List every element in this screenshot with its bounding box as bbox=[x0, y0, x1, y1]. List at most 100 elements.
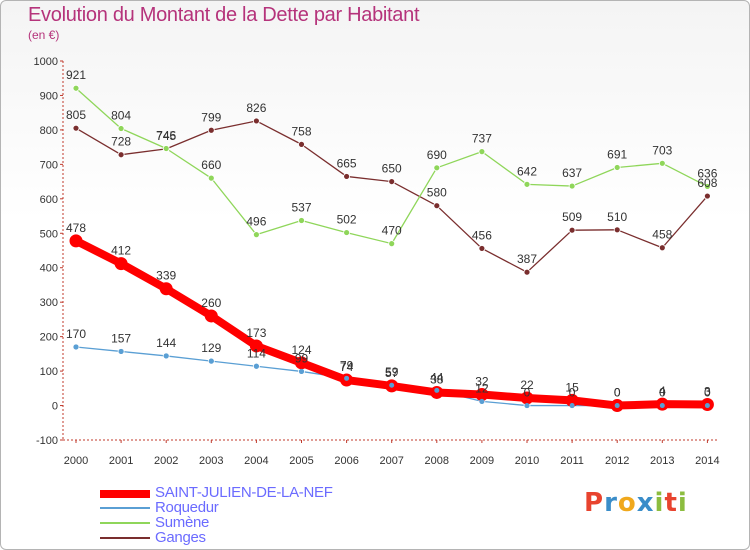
x-tick-label: 2011 bbox=[560, 455, 584, 467]
chart-subtitle: (en €) bbox=[28, 28, 60, 42]
data-label-roquedur: 0 bbox=[614, 386, 621, 400]
x-tick-label: 2000 bbox=[64, 455, 88, 467]
data-point-ganges bbox=[568, 226, 576, 234]
data-point-ganges bbox=[207, 126, 215, 134]
series-points bbox=[69, 84, 714, 413]
chart-axes: -100010020030040050060070080090010002000… bbox=[34, 56, 720, 467]
data-point-roquedur-overlay bbox=[704, 403, 710, 409]
legend-label-roquedur: Roquedur bbox=[155, 499, 219, 516]
data-label-saint-julien-de-la-nef: 74 bbox=[340, 360, 354, 374]
data-label-roquedur: 0 bbox=[569, 386, 576, 400]
data-point-sum-ne bbox=[298, 217, 305, 224]
logo-letter: t bbox=[664, 488, 678, 518]
data-label-saint-julien-de-la-nef: 478 bbox=[66, 221, 86, 235]
data-point-ganges bbox=[613, 226, 621, 234]
legend-label-ganges: Ganges bbox=[155, 529, 206, 546]
data-label-sum-ne: 737 bbox=[472, 132, 492, 146]
y-tick-label: 0 bbox=[52, 401, 58, 413]
data-point-saint-julien-de-la-nef bbox=[69, 234, 83, 248]
data-point-ganges bbox=[388, 178, 396, 185]
x-tick-label: 2003 bbox=[199, 455, 223, 467]
data-label-saint-julien-de-la-nef: 339 bbox=[156, 269, 176, 283]
data-point-sum-ne bbox=[388, 240, 396, 248]
x-tick-label: 2004 bbox=[244, 455, 268, 467]
data-point-ganges bbox=[343, 173, 351, 180]
x-tick-label: 2008 bbox=[425, 455, 449, 467]
data-label-ganges: 510 bbox=[607, 210, 627, 224]
data-point-saint-julien-de-la-nef bbox=[114, 257, 128, 271]
x-tick-label: 2001 bbox=[109, 455, 133, 467]
data-point-roquedur-overlay bbox=[479, 398, 485, 404]
x-tick-label: 2007 bbox=[379, 455, 403, 467]
data-label-ganges: 458 bbox=[652, 228, 672, 242]
data-point-ganges bbox=[704, 192, 711, 200]
data-point-ganges bbox=[523, 268, 531, 276]
data-label-saint-julien-de-la-nef: 260 bbox=[201, 296, 221, 310]
logo-letter: i bbox=[677, 488, 688, 518]
y-tick-label: 800 bbox=[40, 125, 58, 137]
chart-title: Evolution du Montant de la Dette par Hab… bbox=[28, 4, 420, 26]
data-point-sum-ne bbox=[162, 145, 170, 152]
data-point-roquedur-overlay bbox=[569, 403, 575, 409]
data-label-roquedur: 59 bbox=[385, 365, 399, 379]
data-label-ganges: 580 bbox=[427, 186, 447, 200]
data-label-ganges: 509 bbox=[562, 210, 582, 224]
logo-letter: r bbox=[604, 488, 618, 518]
data-label-ganges: 805 bbox=[66, 108, 86, 122]
data-point-ganges bbox=[252, 117, 260, 125]
x-tick-label: 2013 bbox=[650, 455, 674, 467]
data-label-saint-julien-de-la-nef: 15 bbox=[565, 380, 579, 394]
data-label-sum-ne: 746 bbox=[156, 129, 176, 143]
legend-swatch-sumene bbox=[100, 522, 150, 524]
data-point-roquedur-overlay bbox=[299, 368, 304, 374]
data-point-sum-ne bbox=[478, 148, 486, 156]
series-line-ganges bbox=[75, 120, 709, 273]
data-label-sum-ne: 470 bbox=[382, 224, 402, 238]
data-point-sum-ne bbox=[117, 125, 125, 132]
y-tick-label: 600 bbox=[40, 194, 58, 206]
y-tick-label: 200 bbox=[40, 332, 58, 344]
legend-item-sumene: Sumène bbox=[100, 514, 400, 532]
x-tick-label: 2010 bbox=[515, 455, 539, 467]
logo-letter: i bbox=[654, 488, 665, 518]
data-point-sum-ne bbox=[207, 174, 215, 182]
logo-letter: x bbox=[636, 488, 655, 518]
logo-letter: P bbox=[584, 488, 605, 518]
x-tick-label: 2005 bbox=[289, 455, 313, 467]
data-label-roquedur: 144 bbox=[156, 336, 176, 350]
proxiti-logo: Proxiti bbox=[584, 488, 688, 518]
data-label-ganges: 650 bbox=[382, 162, 402, 176]
data-label-saint-julien-de-la-nef: 38 bbox=[430, 372, 444, 386]
data-point-sum-ne bbox=[704, 183, 711, 190]
data-point-roquedur-overlay bbox=[163, 353, 169, 359]
data-label-saint-julien-de-la-nef: 173 bbox=[246, 326, 266, 340]
data-label-roquedur: 0 bbox=[659, 386, 666, 400]
x-tick-label: 2012 bbox=[605, 455, 629, 467]
y-tick-label: 900 bbox=[40, 90, 58, 102]
data-label-roquedur: 170 bbox=[66, 327, 86, 341]
data-label-ganges: 608 bbox=[697, 176, 717, 190]
data-label-roquedur: 44 bbox=[430, 370, 444, 384]
y-tick-label: 700 bbox=[40, 159, 58, 171]
data-label-roquedur: 79 bbox=[340, 358, 354, 372]
data-point-sum-ne bbox=[343, 229, 351, 236]
data-label-sum-ne: 703 bbox=[652, 143, 672, 157]
data-point-ganges bbox=[298, 140, 305, 148]
data-label-ganges: 456 bbox=[472, 228, 492, 242]
data-label-saint-julien-de-la-nef: 57 bbox=[385, 366, 399, 380]
data-label-sum-ne: 642 bbox=[517, 164, 537, 178]
data-point-sum-ne bbox=[72, 84, 80, 92]
data-label-ganges: 745 bbox=[156, 129, 176, 143]
data-label-ganges: 826 bbox=[246, 101, 266, 115]
data-point-sum-ne bbox=[433, 164, 441, 172]
data-point-ganges bbox=[478, 245, 486, 252]
data-label-roquedur: 114 bbox=[247, 346, 266, 360]
data-point-roquedur-overlay bbox=[389, 382, 395, 388]
y-tick-label: 1000 bbox=[34, 56, 58, 68]
data-point-sum-ne bbox=[252, 231, 260, 239]
data-label-saint-julien-de-la-nef: 4 bbox=[659, 384, 666, 398]
legend-item-saint-julien: SAINT-JULIEN-DE-LA-NEF bbox=[100, 484, 400, 502]
